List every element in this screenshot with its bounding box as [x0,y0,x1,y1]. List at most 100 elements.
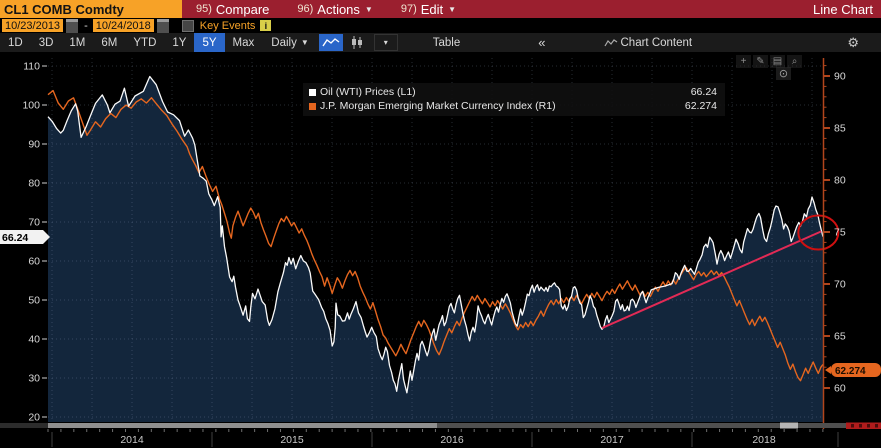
table-label: Table [432,36,461,49]
chart-type-label: Line Chart [813,2,873,17]
oil-value-badge [0,230,43,244]
date-range-separator: - [84,19,88,32]
menu-item-label: Edit [420,1,444,17]
range-button-5y[interactable]: 5Y [194,33,225,52]
left-axis-label: 40 [28,334,40,346]
range-button-max[interactable]: Max [232,36,255,49]
chart-type-dropdown[interactable]: ▾ [373,34,398,51]
right-axis-label: 60 [834,383,846,395]
calendar-icon[interactable] [66,18,79,33]
right-axis-label: 65 [834,331,846,343]
menu-item-edit[interactable]: 97) Edit ▼ [387,0,470,18]
right-axis-label: 90 [834,71,846,83]
legend-swatch [309,88,316,96]
oil-value-badge-arrow [43,230,50,244]
left-axis-label: 20 [28,412,40,424]
year-label: 2018 [752,434,776,446]
year-label: 2016 [440,434,464,446]
right-axis-label: 80 [834,175,846,187]
start-date-field[interactable]: 10/23/2013 [2,19,64,32]
plot-tool-bar: + ✎ ▤ ⌕ [736,55,804,68]
oil-line-series [47,75,824,394]
oil-value-badge-text: 66.24 [2,232,28,244]
range-button-1d[interactable]: 1D [8,36,23,49]
right-axis-label: 75 [834,227,846,239]
news-icon[interactable]: ▤ [770,55,785,68]
emci-line-series [47,89,824,382]
timeline-scrollbar-thumb[interactable] [48,423,437,428]
menu-item-number: 97) [400,3,417,15]
emci-value-badge [831,363,881,377]
stream-indicator-dash [859,424,862,428]
left-axis-label: 80 [28,178,40,190]
collapse-panel-button[interactable]: « [529,33,554,52]
right-axis-label: 70 [834,279,846,291]
chart-content-label: Chart Content [620,36,693,49]
chart-content-icon [603,38,617,46]
left-axis-label: 50 [28,295,40,307]
oil-area-fill [48,76,823,422]
trendline-annotation[interactable] [601,230,822,329]
legend-value: 66.24 [690,86,717,98]
timeline-scrollbar-range[interactable] [437,423,846,428]
timeline-stream-indicator [846,422,881,429]
range-button-6m[interactable]: 6M [101,36,118,49]
emci-value-badge-text: 62.274 [835,366,866,377]
security-ticker[interactable]: CL1 COMB Comdty [0,0,182,18]
table-button[interactable]: Table [424,33,470,52]
chart-content-button[interactable]: Chart Content [595,33,702,52]
chevron-down-icon: ▼ [448,4,457,14]
calendar-icon[interactable] [156,18,169,33]
year-label: 2017 [600,434,624,446]
range-buttons: 1D 3D 1M 6M YTD 1Y 5Y Max [0,33,262,52]
collapse-icon: « [538,35,546,50]
range-button-1m[interactable]: 1M [69,36,86,49]
timeline-scrollbar-handle[interactable] [780,422,798,429]
tracker-dot-icon[interactable]: ⊙ [776,67,791,80]
left-axis-label: 30 [28,373,40,385]
menu-bar: 95) Compare 96) Actions ▼ 97) Edit ▼ [182,0,470,18]
chevron-down-icon: ▾ [383,38,388,47]
menu-item-actions[interactable]: 96) Actions ▼ [283,0,386,18]
left-axis-label: 100 [22,100,40,112]
key-events-label[interactable]: Key Events [199,19,256,32]
key-events-checkbox[interactable] [181,19,194,32]
menu-item-compare[interactable]: 95) Compare [182,0,283,18]
stream-indicator-dash [875,424,878,428]
settings-gear-icon[interactable]: ⚙ [847,34,859,50]
candle-chart-type-button[interactable] [345,34,369,51]
crosshair-icon[interactable]: + [736,55,751,68]
legend-swatch [309,102,316,110]
stream-indicator-dash [851,424,854,428]
left-axis-label: 90 [28,139,40,151]
range-button-1y[interactable]: 1Y [172,36,187,49]
zoom-icon[interactable]: ⌕ [787,55,802,68]
chevron-down-icon: ▼ [364,4,373,14]
emci-value-badge-arrow [825,366,831,374]
circle-annotation[interactable] [797,214,840,251]
title-bar: CL1 COMB Comdty 95) Compare 96) Actions ▼ 97)… [0,0,881,18]
legend-label: Oil (WTI) Prices (L1) [320,86,416,98]
annotate-pencil-icon[interactable]: ✎ [753,55,768,68]
info-icon[interactable]: i [260,20,272,31]
stream-indicator-dash [867,424,870,428]
date-range-bar: 10/23/2013 - 10/24/2018 Key Events i [0,18,881,33]
legend-label: J.P. Morgan Emerging Market Currency Ind… [320,100,556,112]
left-axis-label: 110 [23,61,40,73]
legend-item[interactable]: J.P. Morgan Emerging Market Currency Ind… [309,99,717,113]
left-axis-label: 70 [28,217,40,229]
chevron-down-icon: ▼ [300,38,309,47]
period-dropdown[interactable]: Daily ▼ [262,33,317,52]
menu-item-label: Actions [317,1,360,17]
line-chart-type-button[interactable] [318,34,343,51]
end-date-field[interactable]: 10/24/2018 [92,19,154,32]
candlestick-icon [351,36,362,49]
year-label: 2014 [120,434,144,446]
menu-item-label: Compare [215,1,270,17]
range-button-ytd[interactable]: YTD [133,36,157,49]
range-button-3d[interactable]: 3D [38,36,54,49]
legend-item[interactable]: Oil (WTI) Prices (L1) 66.24 [309,85,717,99]
chart-toolbar: 1D 3D 1M 6M YTD 1Y 5Y Max Daily ▼ ▾ Table « [0,33,881,52]
